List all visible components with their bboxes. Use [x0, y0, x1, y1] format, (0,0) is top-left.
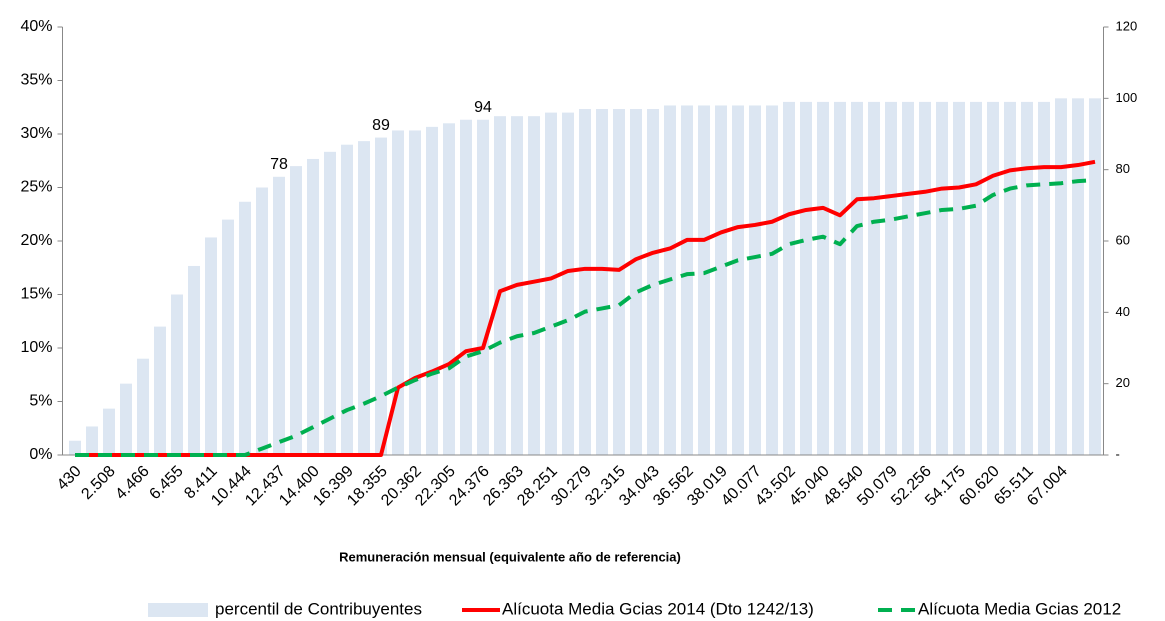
- bar: [256, 187, 268, 455]
- bar: [851, 101, 863, 456]
- y2-tick-label: 20: [1116, 375, 1130, 390]
- bar: [392, 130, 404, 455]
- bar: [69, 440, 81, 455]
- bar: [817, 101, 829, 456]
- y2-tick-label: 100: [1116, 90, 1138, 105]
- bar: [902, 101, 914, 456]
- bar: [783, 101, 795, 456]
- bar: [307, 158, 319, 455]
- bar: [443, 123, 455, 456]
- bar: [885, 101, 897, 456]
- bar: [273, 176, 285, 456]
- bar: [222, 219, 234, 455]
- bar: [715, 105, 727, 455]
- bar: [953, 101, 965, 456]
- bar: [324, 151, 336, 456]
- bar: [426, 126, 438, 455]
- bar: [868, 101, 880, 456]
- legend-label: Alícuota Media Gcias 2012: [918, 599, 1121, 618]
- x-axis-title: Remuneración mensual (equivalente año de…: [339, 549, 681, 564]
- bar: [766, 105, 778, 455]
- bar: [936, 101, 948, 456]
- bar: [919, 101, 931, 456]
- bar: [562, 112, 574, 455]
- bar: [698, 105, 710, 455]
- bar: [137, 358, 149, 455]
- x-tick-label: 6.455: [146, 463, 186, 503]
- y-tick-label: 0%: [29, 446, 52, 463]
- bar: [1055, 98, 1067, 455]
- bar: [1021, 101, 1033, 456]
- bar: [800, 101, 812, 456]
- legend-label: Alícuota Media Gcias 2014 (Dto 1242/13): [502, 599, 814, 618]
- bar: [1072, 98, 1084, 455]
- bar: [154, 326, 166, 455]
- bar: [120, 383, 132, 455]
- bar: [341, 144, 353, 455]
- bar: [477, 119, 489, 455]
- bar: [290, 166, 302, 455]
- y2-tick-label: -: [1116, 446, 1120, 461]
- bar: [749, 105, 761, 455]
- bar: [86, 426, 98, 455]
- bar: [545, 112, 557, 455]
- bar: [732, 105, 744, 455]
- legend-swatch: [148, 603, 208, 617]
- data-label: 94: [474, 99, 492, 116]
- y-tick-label: 15%: [20, 286, 52, 303]
- data-label: 89: [372, 117, 390, 134]
- bar: [103, 408, 115, 455]
- bar: [358, 141, 370, 455]
- bar: [1089, 98, 1101, 455]
- y-tick-label: 35%: [20, 72, 52, 89]
- bar: [681, 105, 693, 455]
- bar: [630, 109, 642, 456]
- bar: [409, 130, 421, 455]
- data-label: 78: [270, 156, 288, 173]
- line: [75, 178, 1096, 457]
- bar: [613, 109, 625, 456]
- bar: [647, 109, 659, 456]
- y-tick-label: 40%: [20, 18, 52, 35]
- bar: [375, 137, 387, 456]
- bar: [834, 101, 846, 456]
- y-tick-label: 20%: [20, 232, 52, 249]
- y-tick-label: 25%: [20, 179, 52, 196]
- x-tick-label: 4.466: [112, 463, 152, 503]
- bar: [205, 237, 217, 455]
- bar: [970, 101, 982, 456]
- x-tick-label: 2.508: [78, 463, 118, 503]
- bar: [188, 265, 200, 455]
- bar: [171, 294, 183, 455]
- y2-tick-label: 60: [1116, 232, 1130, 247]
- bar: [1004, 101, 1016, 456]
- bar: [596, 109, 608, 456]
- bar: [528, 116, 540, 456]
- bar: [1038, 101, 1050, 456]
- bar: [987, 101, 999, 456]
- y2-tick-label: 80: [1116, 161, 1130, 176]
- bar: [239, 201, 251, 455]
- y-tick-label: 5%: [29, 393, 52, 410]
- y2-tick-label: 40: [1116, 304, 1130, 319]
- y-tick-label: 10%: [20, 339, 52, 356]
- bar: [494, 116, 506, 456]
- y-tick-label: 30%: [20, 125, 52, 142]
- legend-label: percentil de Contribuyentes: [215, 599, 422, 618]
- y2-tick-label: 120: [1116, 18, 1138, 33]
- bar: [579, 109, 591, 456]
- bar: [460, 119, 472, 455]
